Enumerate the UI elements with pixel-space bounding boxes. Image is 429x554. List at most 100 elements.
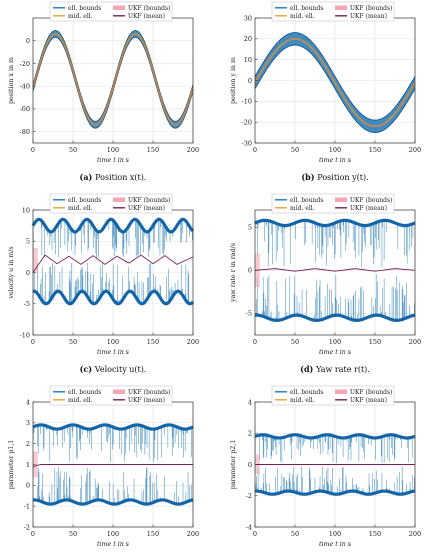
ell-bounds-lower <box>32 36 194 129</box>
y-axis-label: parameter p1,1 <box>8 440 15 490</box>
caption-label: (a) <box>80 172 96 182</box>
x-tick-label: 0 <box>253 338 257 346</box>
legend-box <box>49 1 173 22</box>
y-tick-label: 0 <box>26 37 30 45</box>
legend: ell. bounds UKF (bounds) mid. ell. UKF (mea… <box>49 193 173 214</box>
panel-e: 0 50 100 150 200 -2 -1 0 1 2 3 4 time t in s paramete… <box>8 385 199 548</box>
legend-ell-bounds-label: ell. bounds <box>68 197 101 204</box>
caption-text: Yaw rate r(t). <box>315 365 370 374</box>
legend-ukf-bounds-swatch <box>113 389 125 394</box>
x-tick-label: 100 <box>107 146 119 154</box>
panel-d: 0 50 100 150 200 -5 0 5 time t in s yaw rate r in… <box>230 193 421 374</box>
x-tick-label: 200 <box>187 338 199 346</box>
x-tick-label: 200 <box>187 530 199 538</box>
legend: ell. bounds UKF (bounds) mid. ell. UKF (mea… <box>271 385 395 406</box>
panel-f: 0 50 100 150 200 -4 -2 0 2 4 time t in s parameter … <box>230 385 421 548</box>
y-axis-label: position y in m <box>230 57 237 104</box>
legend-ukf-mean-label: UKF (mean) <box>350 13 387 20</box>
x-tick-label: 0 <box>31 146 35 154</box>
legend-ell-bounds-label: ell. bounds <box>68 5 101 12</box>
caption-label: (d) <box>300 364 316 374</box>
caption-text: Position y(t). <box>317 173 368 182</box>
x-tick-label: 0 <box>31 338 35 346</box>
legend-box <box>49 385 173 406</box>
y-tick-label: 0 <box>26 269 30 277</box>
legend-ell-bounds-label: ell. bounds <box>68 389 101 396</box>
caption-label: (c) <box>80 364 95 374</box>
ell-bounds-lower <box>32 289 195 306</box>
y-tick-label: -2 <box>246 492 252 500</box>
legend-box <box>49 193 173 214</box>
x-axis-label: time t in s <box>97 157 130 164</box>
ell-bounds-lower <box>254 313 416 322</box>
legend: ell. bounds UKF (bounds) mid. ell. UKF (mea… <box>271 193 395 214</box>
caption-label: (b) <box>301 172 317 182</box>
y-tick-label: 30 <box>244 14 252 22</box>
ell-bounds-upper <box>32 30 194 122</box>
legend-ukf-bounds-label: UKF (bounds) <box>128 389 170 396</box>
x-tick-label: 50 <box>291 146 299 154</box>
caption-text: Velocity u(t). <box>94 365 147 374</box>
legend-ukf-bounds-swatch <box>335 197 347 202</box>
y-tick-label: 5 <box>26 238 30 246</box>
ukf-mean-line <box>32 254 194 273</box>
x-tick-label: 150 <box>369 530 381 538</box>
legend-mid-ell-label: mid. ell. <box>290 13 315 20</box>
x-tick-label: 50 <box>69 146 77 154</box>
legend-mid-ell-label: mid. ell. <box>68 13 93 20</box>
x-tick-label: 50 <box>69 338 77 346</box>
legend: ell. bounds UKF (bounds) mid. ell. UKF (mea… <box>49 385 173 406</box>
x-tick-label: 200 <box>409 338 421 346</box>
ell-bounds-upper <box>31 217 195 234</box>
x-tick-label: 0 <box>253 530 257 538</box>
caption-text: Position x(t). <box>95 173 146 182</box>
y-tick-label: -80 <box>20 128 30 136</box>
x-tick-label: 100 <box>107 338 119 346</box>
y-tick-label: 20 <box>244 35 252 43</box>
y-tick-label: 5 <box>248 224 252 232</box>
panel-caption: (b) Position y(t). <box>301 172 368 182</box>
y-axis-label: parameter p2,1 <box>230 440 237 490</box>
y-tick-label: 0 <box>248 77 252 85</box>
panel-caption: (d) Yaw rate r(t). <box>300 364 370 374</box>
legend-ell-bounds-label: ell. bounds <box>290 197 323 204</box>
legend-ukf-bounds-swatch <box>335 389 347 394</box>
y-tick-label: 10 <box>244 56 252 64</box>
legend-mid-ell-label: mid. ell. <box>290 397 315 404</box>
legend-mid-ell-label: mid. ell. <box>68 397 93 404</box>
ukf-mean-line <box>32 464 193 468</box>
x-axis-label: time t in s <box>97 349 130 356</box>
x-axis-label: time t in s <box>97 541 130 548</box>
ell-bounds-lower <box>254 44 416 133</box>
x-tick-label: 0 <box>31 530 35 538</box>
x-axis-label: time t in s <box>319 157 352 164</box>
ell-bounds-upper <box>254 433 416 440</box>
legend-ell-bounds-label: ell. bounds <box>290 389 323 396</box>
x-tick-label: 0 <box>253 146 257 154</box>
legend-ukf-bounds-swatch <box>335 5 347 10</box>
y-tick-label: -60 <box>20 105 30 113</box>
y-tick-label: 10 <box>22 206 30 214</box>
legend-ukf-bounds-label: UKF (bounds) <box>350 197 392 204</box>
y-tick-label: 2 <box>248 430 252 438</box>
x-tick-label: 150 <box>147 338 159 346</box>
legend-ell-bounds-label: ell. bounds <box>290 5 323 12</box>
x-tick-label: 100 <box>107 530 119 538</box>
y-tick-label: -2 <box>24 523 30 531</box>
y-tick-label: -5 <box>246 310 252 318</box>
y-tick-label: 3 <box>26 419 30 427</box>
x-axis-label: time t in s <box>319 541 352 548</box>
ukf-mean-line <box>254 38 416 127</box>
y-tick-label: 1 <box>26 461 30 469</box>
x-tick-label: 150 <box>147 530 159 538</box>
ukf-mean-line <box>32 33 194 126</box>
legend-ukf-bounds-label: UKF (bounds) <box>350 5 392 12</box>
x-tick-label: 200 <box>409 530 421 538</box>
y-tick-label: -4 <box>246 523 252 531</box>
ell-bounds-spikes <box>255 434 415 495</box>
legend-box <box>271 1 395 22</box>
y-tick-label: 0 <box>26 482 30 490</box>
y-axis-label: position x in m <box>8 57 15 104</box>
legend-ukf-mean-label: UKF (mean) <box>128 205 165 212</box>
ell-bounds-lower <box>32 498 194 506</box>
